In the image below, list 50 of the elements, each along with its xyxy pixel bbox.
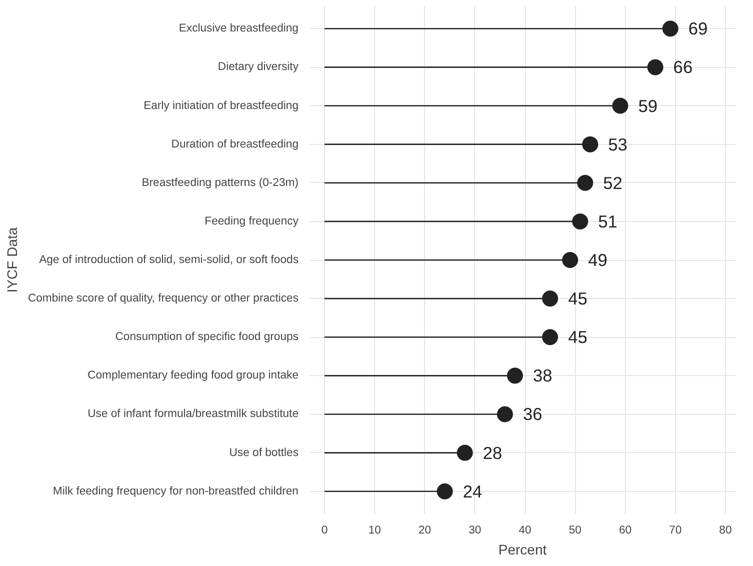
y-tick-label: Dietary diversity (218, 61, 299, 74)
y-tick-label: Exclusive breastfeeding (178, 22, 299, 35)
x-tick-label: 30 (468, 524, 482, 536)
point (542, 290, 558, 307)
data-label: 69 (688, 18, 708, 39)
y-tick-label: Duration of breastfeeding (171, 138, 299, 150)
point (436, 483, 453, 500)
x-tick-label: 0 (321, 524, 328, 536)
data-label: 51 (598, 211, 618, 232)
data-label: 36 (522, 404, 542, 424)
data-label: 52 (603, 172, 622, 193)
point (572, 213, 588, 230)
y-tick-label: Milk feeding frequency for non-breastfed children (52, 485, 299, 498)
y-tick-label: Breastfeeding patterns (0-23m) (142, 176, 299, 189)
y-tick-label: Early initiation of breastfeeding (144, 100, 299, 112)
y-tick-label: Combine score of quality, frequency or other practices (28, 292, 299, 305)
x-tick-label: 80 (719, 524, 732, 536)
data-label: 38 (532, 366, 552, 386)
data-label: 45 (568, 327, 588, 348)
data-label: 49 (588, 250, 608, 270)
point (577, 174, 594, 191)
x-tick-label: 70 (669, 524, 682, 536)
point (496, 406, 513, 422)
data-label: 28 (482, 442, 502, 463)
x-tick-label: 10 (368, 524, 381, 536)
data-label: 45 (568, 288, 588, 309)
x-axis-title: Percent (498, 542, 547, 558)
y-tick-label: Use of infant formula/breastmilk substitute (88, 408, 298, 420)
x-tick-label: 20 (418, 524, 432, 536)
y-tick-label: Complementary feeding food group intake (88, 370, 299, 382)
point (647, 59, 664, 76)
point (456, 444, 473, 461)
y-axis-title: IYCF Data (4, 227, 20, 293)
data-label: 59 (638, 96, 658, 116)
y-tick-label: Consumption of specific food groups (115, 331, 299, 344)
point (506, 368, 523, 384)
y-tick-label: Use of bottles (229, 446, 299, 459)
x-tick-label: 60 (618, 524, 632, 536)
point (662, 20, 678, 37)
y-tick-label: Feeding frequency (204, 215, 299, 228)
point (582, 136, 598, 152)
point (612, 98, 628, 114)
data-label: 24 (462, 481, 482, 502)
x-tick-label: 50 (568, 524, 582, 536)
data-label: 53 (608, 134, 628, 154)
point (562, 252, 578, 268)
point (542, 329, 558, 346)
y-tick-label: Age of introduction of solid, semi-solid, or soft foods (39, 254, 299, 266)
data-label: 66 (673, 57, 693, 78)
x-tick-label: 40 (518, 524, 532, 536)
